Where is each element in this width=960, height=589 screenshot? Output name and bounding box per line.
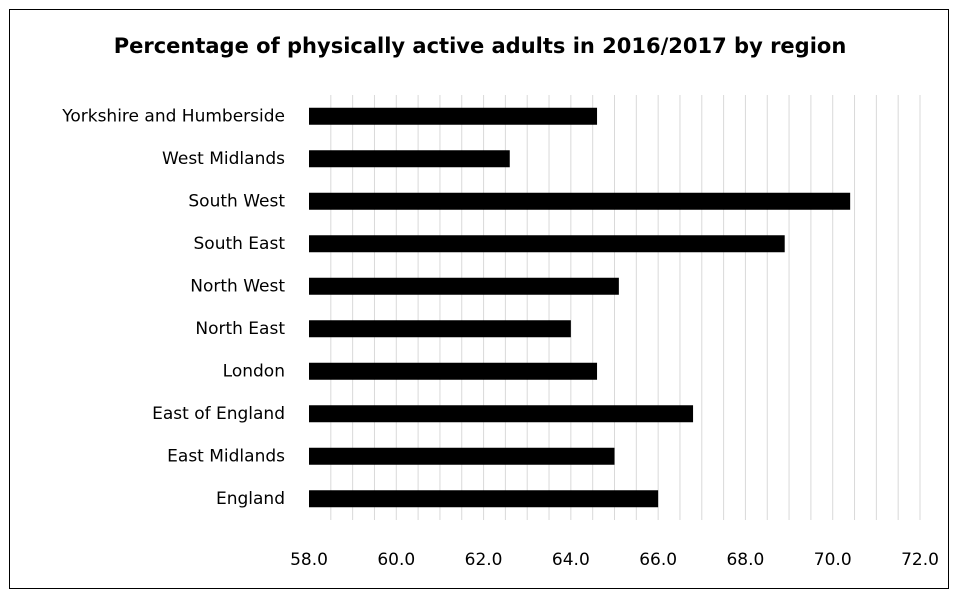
bar	[309, 362, 598, 380]
x-tick-label: 58.0	[290, 550, 328, 570]
bar	[309, 235, 785, 253]
category-labels: Yorkshire and Humberside West Midlands Sou…	[61, 106, 285, 509]
bar	[309, 490, 659, 508]
bars	[309, 107, 851, 508]
bar	[309, 150, 510, 168]
bar	[309, 277, 619, 295]
category-label: East Midlands	[167, 446, 285, 466]
category-label: East of England	[152, 404, 285, 424]
x-tick-labels: 58.0 60.0 62.0 64.0 66.0 68.0 70.0 72.0	[290, 550, 939, 570]
category-label: Yorkshire and Humberside	[61, 106, 285, 126]
category-label: West Midlands	[162, 149, 285, 169]
x-tick-label: 60.0	[377, 550, 415, 570]
x-tick-label: 66.0	[639, 550, 677, 570]
category-label: North East	[195, 319, 285, 339]
category-label: England	[216, 489, 285, 509]
x-tick-label: 62.0	[465, 550, 503, 570]
bar	[309, 107, 598, 125]
x-tick-label: 68.0	[726, 550, 764, 570]
bar	[309, 447, 615, 465]
bar	[309, 405, 694, 423]
bar	[309, 192, 851, 210]
x-tick-label: 64.0	[552, 550, 590, 570]
chart-title: Percentage of physically active adults i…	[113, 34, 847, 58]
bar	[309, 320, 571, 338]
category-label: North West	[190, 276, 285, 296]
category-label: London	[223, 361, 285, 381]
category-label: South East	[194, 234, 286, 254]
x-tick-label: 72.0	[901, 550, 939, 570]
category-label: South West	[188, 191, 285, 211]
x-tick-label: 70.0	[814, 550, 852, 570]
